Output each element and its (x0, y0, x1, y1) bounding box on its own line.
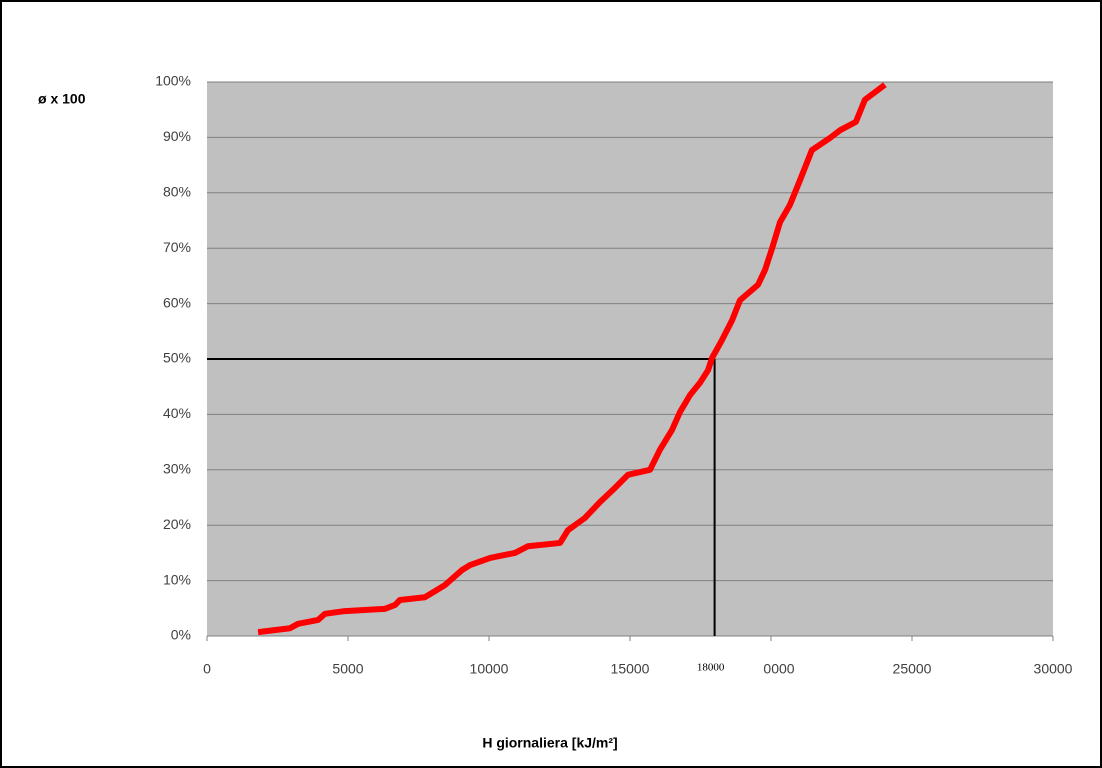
y-tick-label: 100% (155, 73, 191, 89)
y-axis-label: ø x 100 (38, 91, 86, 107)
x-tick-label: 25000 (893, 661, 932, 677)
x-tick-label: 10000 (470, 661, 509, 677)
y-tick-label: 20% (163, 516, 191, 532)
y-tick-label: 0% (171, 627, 191, 643)
reference-label: 18000 (697, 662, 725, 674)
y-tick-label: 70% (163, 239, 191, 255)
x-tick-label: 5000 (332, 661, 363, 677)
y-tick-label: 60% (163, 294, 191, 310)
data-line (257, 82, 887, 636)
x-tick-label: 0 (203, 661, 211, 677)
x-tick-label: 0000 (763, 661, 794, 677)
y-tick-label: 30% (163, 461, 191, 477)
y-tick-label: 10% (163, 571, 191, 587)
x-tick-label: 30000 (1034, 661, 1073, 677)
y-tick-label: 40% (163, 405, 191, 421)
y-tick-label: 80% (163, 184, 191, 200)
y-tick-label: 90% (163, 128, 191, 144)
y-tick-label: 50% (163, 350, 191, 366)
x-tick-label: 15000 (611, 661, 650, 677)
x-axis-label: H giornaliera [kJ/m²] (482, 735, 617, 751)
